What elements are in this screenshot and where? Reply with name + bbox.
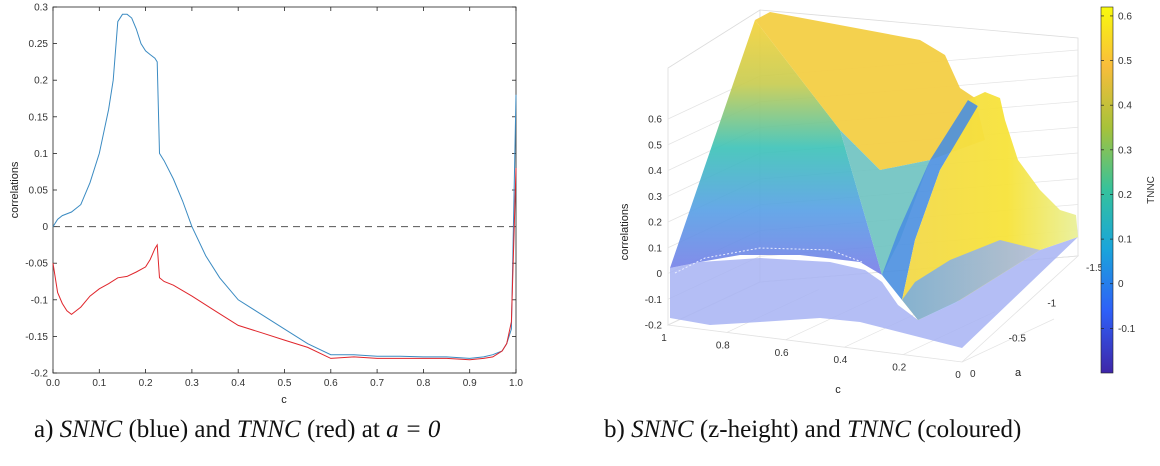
- colorbar-tick-label: 0.2: [1118, 190, 1132, 201]
- c-tick-label: 0.6: [775, 348, 789, 359]
- surface-edge-highlight: [674, 247, 863, 274]
- surface-front-slope: [670, 20, 882, 275]
- x-tick-label: 0.5: [278, 378, 292, 389]
- a-tick-label: -1: [1047, 298, 1056, 309]
- y-tick-label: 0.25: [29, 39, 49, 50]
- y-tick-label: -0.15: [25, 332, 48, 343]
- z-tick-label: 0.5: [648, 140, 662, 151]
- series-group: [52, 13, 517, 361]
- colorbar: [1100, 6, 1114, 374]
- a-tick-label: -0.5: [1009, 334, 1027, 345]
- c-tick-label: 1: [661, 333, 667, 344]
- c-axis-label: c: [835, 384, 841, 396]
- z-tick-label: 0.2: [648, 218, 662, 229]
- c-tick-label: 0.4: [833, 355, 847, 366]
- colorbar-ticks: -0.1 0 0.1 0.2 0.3 0.4 0.5 0.6: [1101, 11, 1136, 335]
- x-tick-label: 0.9: [463, 378, 477, 389]
- y-tick-label: 0.1: [34, 149, 48, 160]
- surface-floor-region: [670, 237, 1078, 348]
- z-axis-label: correlations: [619, 203, 631, 260]
- series-line-snnc-blue: [52, 13, 517, 359]
- x-axis-label: c: [281, 394, 287, 406]
- c-tick-label: 0.8: [716, 340, 730, 351]
- y-axis: -0.2 -0.15 -0.1 -0.05 0 0.05 0.1 0.15 0.2 0.25 0.3: [25, 3, 516, 380]
- y-tick-label: -0.1: [31, 295, 49, 306]
- x-tick-label: 0.7: [370, 378, 384, 389]
- caption-b: b) SNNC (z-height) and TNNC (coloured): [604, 416, 1022, 443]
- x-tick-label: 0.4: [231, 378, 245, 389]
- x-tick-label: 0.1: [92, 378, 106, 389]
- colorbar-tick-label: -0.1: [1118, 324, 1136, 335]
- series-line-tnnc-red: [52, 167, 517, 361]
- y-tick-label: -0.2: [31, 369, 49, 380]
- z-tick-label: 0: [656, 269, 662, 280]
- x-tick-label: 0.6: [324, 378, 338, 389]
- z-axis: -0.2 -0.1 0 0.1 0.2 0.3 0.4 0.5 0.6: [645, 115, 663, 332]
- c-axis: 1 0.8 0.6 0.4 0.2 0: [661, 333, 961, 381]
- colorbar-tick-label: 0.5: [1118, 56, 1132, 67]
- x-tick-label: 0.0: [46, 378, 60, 389]
- x-tick-label: 0.2: [139, 378, 153, 389]
- c-tick-label: 0.2: [892, 363, 906, 374]
- z-tick-label: 0.4: [648, 166, 662, 177]
- a-tick-label: 0: [970, 369, 976, 380]
- caption-a: a) SNNC (blue) and TNNC (red) at a = 0: [34, 416, 441, 443]
- panel-a-line-chart: -0.2 -0.15 -0.1 -0.05 0 0.05 0.1 0.15 0.2 0.25 0.3…: [9, 3, 523, 407]
- surface-blue-flank: [902, 240, 1040, 320]
- z-tick-label: 0.1: [648, 243, 662, 254]
- colorbar-tick-label: 0.6: [1118, 11, 1132, 22]
- c-tick-label: 0: [955, 370, 961, 381]
- x-tick-label: 0.3: [185, 378, 199, 389]
- plot-frame: [52, 6, 517, 374]
- surface-ridge-top: [755, 12, 985, 170]
- y-tick-label: 0: [42, 222, 48, 233]
- colorbar-label: TNNC: [1146, 176, 1157, 204]
- a-tick-label: -1.5: [1086, 263, 1104, 274]
- grid-line: [961, 318, 1055, 363]
- colorbar-tick-label: 0.1: [1118, 235, 1132, 246]
- z-tick-label: -0.1: [645, 295, 663, 306]
- colorbar-tick-label: 0: [1118, 279, 1124, 290]
- surface-diagonal-ridge: [882, 100, 978, 300]
- panel-b-surface-chart: -0.2 -0.1 0 0.1 0.2 0.3 0.4 0.5 0.6 1 0.8 0.6 0.4 0.…: [619, 6, 1157, 396]
- z-tick-label: 0.3: [648, 192, 662, 203]
- z-tick-label: 0.6: [648, 115, 662, 126]
- y-tick-label: 0.15: [29, 112, 49, 123]
- y-tick-label: -0.05: [25, 259, 48, 270]
- colorbar-tick-label: 0.4: [1118, 101, 1132, 112]
- y-axis-label: correlations: [9, 161, 21, 218]
- surface-mid-face: [840, 130, 930, 275]
- z-tick-label: -0.2: [645, 321, 663, 332]
- colorbar-tick-label: 0.3: [1118, 145, 1132, 156]
- x-tick-label: 0.8: [416, 378, 430, 389]
- y-tick-label: 0.3: [34, 3, 48, 14]
- x-tick-label: 1.0: [509, 378, 523, 389]
- a-axis: 0 -0.5 -1 -1.5: [970, 263, 1104, 380]
- a-axis-label: a: [1015, 367, 1022, 379]
- y-tick-label: 0.2: [34, 76, 48, 87]
- x-axis: 0.0 0.1 0.2 0.3 0.4 0.5 0.6 0.7 0.8 0.9 1.0: [46, 7, 523, 389]
- y-tick-label: 0.05: [29, 186, 49, 197]
